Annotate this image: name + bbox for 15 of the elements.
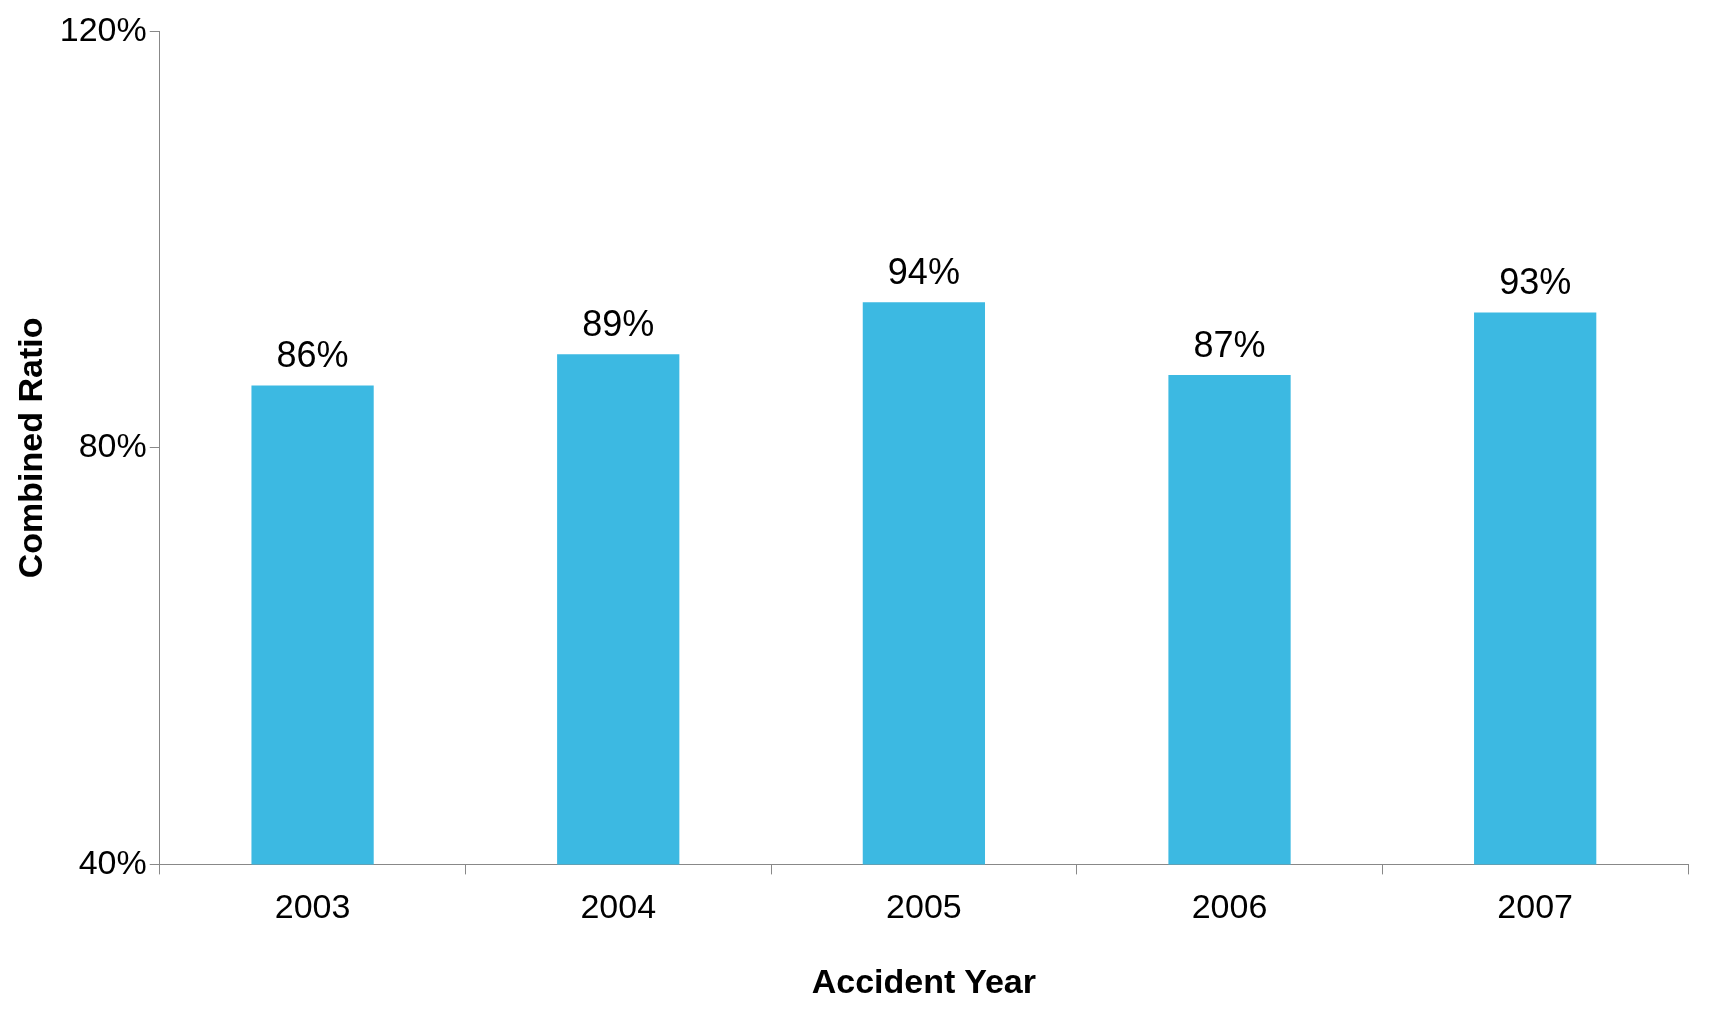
x-tick-label: 2004 bbox=[580, 887, 657, 926]
x-axis-title: Accident Year bbox=[811, 961, 1037, 1000]
y-tick-label: 120% bbox=[59, 9, 147, 48]
x-tick-label: 2007 bbox=[1497, 887, 1573, 926]
x-tick-label: 2006 bbox=[1191, 887, 1268, 926]
data-label: 94% bbox=[887, 251, 960, 293]
x-tick-label: 2003 bbox=[274, 887, 351, 926]
data-label: 93% bbox=[1499, 261, 1572, 303]
y-axis-title: Combined Ratio bbox=[10, 317, 49, 579]
data-label: 86% bbox=[276, 334, 349, 376]
y-tick-label: 80% bbox=[78, 426, 147, 465]
x-tick-label: 2005 bbox=[886, 887, 962, 926]
y-tick-label: 40% bbox=[78, 842, 147, 881]
data-label: 87% bbox=[1193, 323, 1266, 365]
data-label: 89% bbox=[582, 303, 655, 345]
